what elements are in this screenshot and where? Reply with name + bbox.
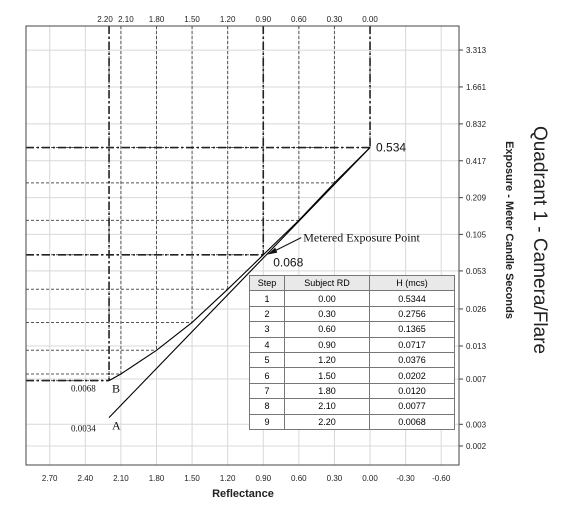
top-tick-label: 0.90: [255, 15, 271, 24]
cell-h: 0.0202: [369, 367, 455, 384]
x-tick-label: 1.20: [220, 474, 236, 483]
table-row: 4 0.90 0.0717: [249, 336, 455, 353]
cell-step: 5: [249, 351, 285, 369]
reference-lines: [26, 26, 371, 382]
top-tick-label: 1.50: [184, 15, 200, 24]
curve-a-label: A: [112, 419, 121, 433]
x-tick-label: 0.30: [327, 474, 343, 483]
table-row: 6 1.50 0.0202: [249, 367, 455, 384]
x-tick-label: 2.10: [113, 474, 129, 483]
x-tick-label: 0.60: [291, 474, 307, 483]
x-tick-label: 0.00: [362, 474, 378, 483]
annotation-metered-point: Metered Exposure Point: [303, 231, 420, 245]
x-tick-label: -0.60: [432, 474, 451, 483]
x-tick-label: 2.40: [78, 474, 94, 483]
cell-h: 0.2756: [369, 305, 455, 323]
annotation-b-value: 0.0068: [71, 384, 96, 394]
header-h-mcs: H (mcs): [369, 274, 455, 292]
cell-h: 0.0717: [369, 336, 455, 353]
curve-b: [108, 147, 371, 382]
y-tick-label: 0.026: [466, 305, 487, 314]
y-tick-label: 0.105: [466, 230, 487, 239]
cell-step: 1: [249, 290, 285, 307]
cell-step: 4: [249, 336, 285, 353]
metered-arrow-head: [267, 247, 278, 255]
annotation-metered-value: 0.068: [273, 256, 303, 270]
cell-h: 0.1365: [369, 321, 455, 338]
cell-h: 0.0120: [369, 382, 455, 400]
cell-subject-rd: 2.20: [284, 413, 370, 430]
annotation-a-value: 0.0034: [71, 424, 96, 434]
cell-step: 9: [249, 413, 285, 430]
y-tick-label: 0.002: [466, 442, 487, 451]
cell-subject-rd: 0.30: [284, 305, 370, 323]
y-axis-title: Exposure - Meter Candle Seconds: [503, 141, 515, 319]
table-row: 8 2.10 0.0077: [249, 398, 455, 415]
x-tick-label: 1.80: [149, 474, 165, 483]
quadrant-title: Quadrant 1 - Camera/Flare: [529, 126, 550, 354]
cell-subject-rd: 1.20: [284, 351, 370, 369]
table-header-row: Step Subject RD H (mcs): [249, 274, 455, 292]
cell-step: 8: [249, 398, 285, 415]
cell-subject-rd: 0.90: [284, 336, 370, 353]
cell-h: 0.0068: [369, 413, 455, 430]
top-tick-label: 2.20: [97, 15, 113, 24]
cell-step: 3: [249, 321, 285, 338]
table-row: 3 0.60 0.1365: [249, 321, 455, 338]
plot-frame: [25, 25, 460, 466]
x-tick-label: -0.30: [396, 474, 415, 483]
y-tick-label: 3.313: [466, 46, 487, 55]
curve-a: [108, 147, 371, 418]
x-axis-title: Reflectance: [212, 488, 274, 500]
x-tick-label: 1.50: [184, 474, 200, 483]
top-tick-label: 0.00: [362, 15, 378, 24]
curve-b-label: B: [112, 382, 120, 396]
annotation-max-exposure: 0.534: [376, 141, 406, 155]
y-tick-label: 0.003: [466, 420, 487, 429]
x-tick-label: 0.90: [255, 474, 271, 483]
cell-subject-rd: 1.80: [284, 382, 370, 400]
x-tick-label: 2.70: [42, 474, 58, 483]
header-step: Step: [249, 274, 285, 292]
cell-subject-rd: 2.10: [284, 398, 370, 415]
top-tick-label: 0.60: [291, 15, 307, 24]
table-row: 9 2.20 0.0068: [249, 413, 455, 430]
header-subject-rd: Subject RD: [284, 274, 370, 292]
table-row: 7 1.80 0.0120: [249, 382, 455, 400]
tick-labels: 2.70 2.40 2.10 1.80 1.50 1.20 0.90 0.60 0.30 0.00…: [42, 15, 487, 483]
cell-subject-rd: 0.00: [284, 290, 370, 307]
table-row: 2 0.30 0.2756: [249, 305, 455, 323]
top-tick-label: 1.20: [220, 15, 236, 24]
top-tick-label: 0.30: [327, 15, 343, 24]
y-tick-label: 0.417: [466, 157, 487, 166]
cell-step: 2: [249, 305, 285, 323]
table-row: 1 0.00 0.5344: [249, 290, 455, 307]
curves: [108, 147, 371, 418]
y-tick-label: 1.661: [466, 83, 487, 92]
cell-step: 7: [249, 382, 285, 400]
y-tick-label: 0.053: [466, 267, 487, 276]
table-row: 5 1.20 0.0376: [249, 351, 455, 369]
cell-step: 6: [249, 367, 285, 384]
y-tick-label: 0.013: [466, 342, 487, 351]
cell-h: 0.0077: [369, 398, 455, 415]
y-tick-label: 0.832: [466, 120, 487, 129]
cell-subject-rd: 1.50: [284, 367, 370, 384]
y-tick-label: 0.007: [466, 375, 487, 384]
y-tick-label: 0.209: [466, 194, 487, 203]
data-table: Step Subject RD H (mcs) 1 0.00 0.5344 2 0.3…: [249, 274, 455, 430]
cell-h: 0.5344: [369, 290, 455, 307]
cell-subject-rd: 0.60: [284, 321, 370, 338]
top-tick-label: 1.80: [149, 15, 165, 24]
cell-h: 0.0376: [369, 351, 455, 369]
top-tick-label: 2.10: [118, 15, 134, 24]
